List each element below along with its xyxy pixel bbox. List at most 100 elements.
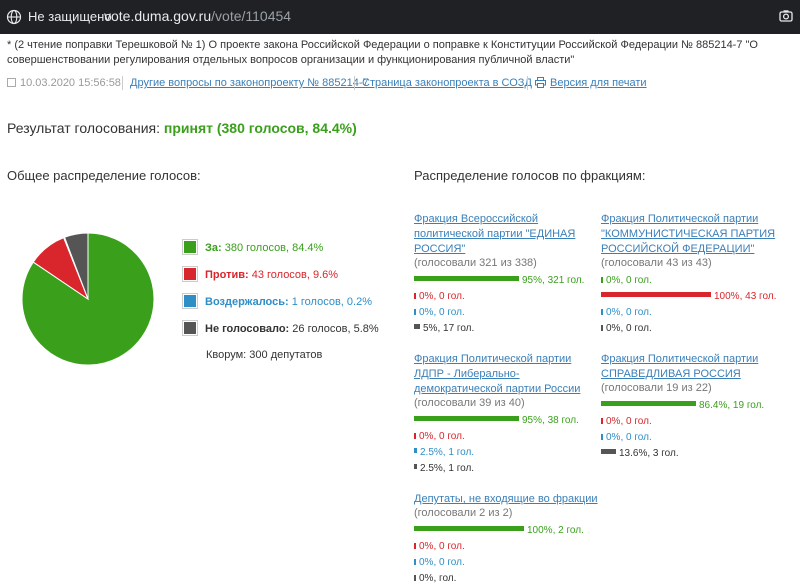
faction-row-text: 86.4%, 19 гол. (699, 400, 765, 411)
faction-row-against: 0%, 0 гол. (414, 431, 465, 443)
faction-bar-tick (601, 418, 603, 424)
faction-row-text: 0%, 0 гол. (419, 307, 465, 318)
faction-row-text: 0%, 0 гол. (419, 291, 465, 302)
security-status[interactable]: Не защищено (28, 9, 112, 24)
faction-block: Фракция Политической партии СПРАВЕДЛИВАЯ… (601, 352, 791, 459)
legend-label: Против: (205, 269, 249, 281)
faction-row-text: 0%, 0 гол. (419, 541, 465, 552)
faction-row-text: 2.5%, 1 гол. (420, 447, 475, 458)
overall-heading: Общее распределение голосов: (7, 168, 201, 183)
faction-row-for: 95%, 321 гол. (414, 275, 584, 287)
faction-row-abstain: 2.5%, 1 гол. (414, 447, 474, 459)
faction-bar-tick (414, 559, 416, 565)
url-host: vote.duma.gov.ru (104, 8, 212, 24)
faction-name-link[interactable]: Фракция Всероссийской политической парти… (414, 213, 576, 255)
faction-block: Фракция Политической партии ЛДПР - Либер… (414, 352, 604, 474)
legend-swatch (183, 321, 197, 335)
vote-date-text: 10.03.2020 15:56:58 (20, 77, 121, 89)
legend-against: Против: 43 голосов, 9.6% (183, 267, 338, 281)
legend-label: За: (205, 242, 222, 254)
faction-bar-tick (601, 434, 603, 440)
faction-bar-tick (414, 293, 416, 299)
faction-bar-tick (414, 433, 416, 439)
faction-row-for: 86.4%, 19 гол. (601, 400, 764, 412)
faction-row-abstain: 0%, 0 гол. (601, 307, 652, 319)
legend-value: 43 голосов, 9.6% (248, 269, 339, 281)
faction-row-text: 0%, 0 гол. (606, 275, 652, 286)
divider (122, 76, 123, 90)
faction-row-text: 95%, 38 гол. (522, 415, 579, 426)
faction-row-for: 0%, 0 гол. (601, 275, 652, 287)
faction-bar-tick (601, 309, 603, 315)
faction-name-link[interactable]: Фракция Политической партии ЛДПР - Либер… (414, 353, 581, 395)
faction-bar-tick (414, 309, 416, 315)
faction-row-text: 5%, 17 гол. (423, 323, 475, 334)
legend-value: 380 голосов, 84.4% (221, 242, 324, 254)
faction-bar (414, 416, 519, 421)
camera-icon[interactable] (779, 9, 793, 23)
faction-row-against: 0%, 0 гол. (414, 291, 465, 303)
legend-absent: Не голосовало: 26 голосов, 5.8% (183, 321, 379, 335)
other-questions-link[interactable]: Другие вопросы по законопроекту № 885214… (130, 77, 369, 89)
browser-address-bar: Не защищено vote.duma.gov.ru/vote/110454 (0, 0, 800, 34)
legend-abstain: Воздержалось: 1 голосов, 0.2% (183, 294, 372, 308)
faction-row-against: 100%, 43 гол. (601, 291, 776, 303)
faction-row-text: 0%, гол. (419, 573, 457, 584)
faction-bar (414, 324, 420, 329)
faction-name-link[interactable]: Фракция Политической партии СПРАВЕДЛИВАЯ… (601, 353, 759, 380)
faction-row-text: 0%, 0 гол. (419, 557, 465, 568)
faction-bar (601, 292, 711, 297)
quorum-text: Кворум: 300 депутатов (206, 349, 323, 361)
faction-row-for: 100%, 2 гол. (414, 525, 584, 537)
legend-label: Воздержалось: (205, 296, 289, 308)
faction-row-against: 0%, 0 гол. (601, 416, 652, 428)
page-title: * (2 чтение поправки Терешковой № 1) О п… (7, 39, 758, 66)
faction-row-against: 0%, 0 гол. (414, 541, 465, 553)
bill-page-link[interactable]: Страница законопроекта в СОЗД (362, 77, 532, 89)
faction-row-for: 95%, 38 гол. (414, 415, 579, 427)
legend-for: За: 380 голосов, 84.4% (183, 240, 323, 254)
faction-bar-tick (601, 277, 603, 283)
faction-name-link[interactable]: Фракция Политической партии "КОММУНИСТИЧ… (601, 213, 776, 255)
faction-bar (414, 464, 417, 469)
faction-row-text: 0%, 0 гол. (606, 323, 652, 334)
faction-row-absent: 2.5%, 1 гол. (414, 463, 474, 475)
factions-heading: Распределение голосов по фракциям: (414, 168, 646, 183)
faction-row-text: 100%, 43 гол. (714, 291, 777, 302)
faction-row-text: 13.6%, 3 гол. (619, 448, 679, 459)
slice-absent (63, 232, 89, 300)
faction-row-text: 0%, 0 гол. (606, 432, 652, 443)
printer-icon[interactable] (535, 77, 546, 88)
vote-date: 10.03.2020 15:56:58 (7, 77, 121, 89)
divider (354, 76, 355, 90)
url-path: /vote/110454 (211, 8, 292, 24)
faction-voted-count: (голосовали 43 из 43) (601, 257, 712, 269)
faction-voted-count: (голосовали 19 из 22) (601, 382, 712, 394)
faction-bar-tick (414, 543, 416, 549)
globe-icon[interactable] (6, 9, 22, 25)
result-label: Результат голосования: (7, 120, 160, 136)
faction-voted-count: (голосовали 2 из 2) (414, 507, 513, 519)
faction-bar (414, 526, 524, 531)
url-field[interactable]: vote.duma.gov.ru/vote/110454 (104, 8, 291, 24)
faction-row-absent: 5%, 17 гол. (414, 323, 474, 335)
faction-name-link[interactable]: Депутаты, не входящие во фракции (414, 493, 598, 505)
faction-row-text: 0%, 0 гол. (606, 307, 652, 318)
faction-row-text: 2.5%, 1 гол. (420, 463, 475, 474)
legend-swatch (183, 240, 197, 254)
divider (527, 76, 528, 90)
faction-row-absent: 0%, 0 гол. (601, 323, 652, 335)
faction-bar-tick (601, 325, 603, 331)
faction-bar (414, 448, 417, 453)
print-version-link[interactable]: Версия для печати (550, 77, 647, 89)
faction-block: Фракция Политической партии "КОММУНИСТИЧ… (601, 212, 791, 334)
calendar-icon (7, 78, 16, 87)
vote-result: Результат голосования: принят (380 голос… (7, 120, 357, 136)
legend-swatch (183, 267, 197, 281)
faction-row-absent: 13.6%, 3 гол. (601, 448, 679, 460)
faction-row-absent: 0%, гол. (414, 573, 456, 584)
faction-bar (601, 401, 696, 406)
faction-bar (414, 276, 519, 281)
vote-pie-chart (21, 232, 155, 366)
faction-row-text: 95%, 321 гол. (522, 275, 585, 286)
